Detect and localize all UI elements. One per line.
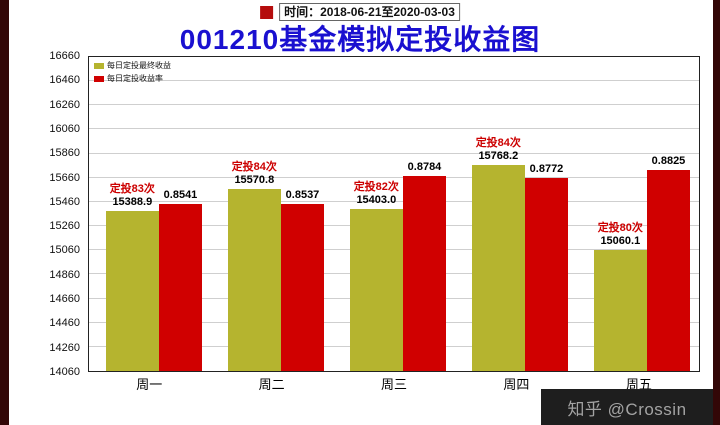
final-return-label: 15060.1: [600, 235, 641, 248]
bar-return-rate: [280, 204, 325, 371]
bar-chart: 14060 14260 14460 14660 14860 15060 15260 15460…: [42, 50, 704, 392]
legend-swatch-yellow: [94, 62, 104, 69]
gridline: [89, 128, 699, 130]
final-return-label: 15570.8: [234, 173, 275, 186]
time-range-label: 时间：2018-06-21至2020-03-03: [279, 3, 460, 21]
bar-return-rate: [402, 175, 447, 371]
bar-final-return: [106, 210, 159, 371]
gridline: [89, 152, 699, 154]
y-tick-label: 15460: [49, 195, 80, 208]
legend-item-final-return: 每日定投最终收益: [94, 60, 171, 71]
watermark-bar: 知乎 @Crossin: [541, 389, 713, 425]
y-tick-label: 14060: [49, 366, 80, 378]
y-tick-label: 15060: [49, 244, 80, 257]
gridline: [89, 176, 699, 178]
x-tick-label: 周五: [625, 377, 652, 392]
legend: 每日定投最终收益 每日定投收益率: [94, 60, 171, 84]
y-tick-label: 14660: [49, 293, 80, 306]
return-rate-label: 0.8784: [407, 160, 442, 173]
y-tick-label: 15860: [49, 147, 80, 160]
gridline: [89, 104, 699, 106]
bar-final-return: [350, 208, 403, 371]
watermark-text: 知乎 @Crossin: [567, 399, 687, 419]
invest-count-label: 定投83次: [109, 182, 155, 195]
red-square-icon: [260, 5, 274, 19]
y-tick-label: 15260: [49, 220, 80, 233]
bar-group: 定投82次 15403.0 0.8784: [333, 57, 455, 371]
right-edge-strip: [713, 0, 720, 425]
legend-swatch-red: [94, 75, 104, 82]
invest-count-label: 定投84次: [231, 160, 277, 173]
bar-group: 定投83次 15388.9 0.8541: [89, 57, 211, 371]
bar-label-stack: 定投82次 15403.0: [321, 181, 432, 207]
y-tick-label: 16060: [49, 122, 80, 135]
bar-group: 定投80次 15060.1 0.8825: [577, 57, 699, 371]
time-row: 时间：2018-06-21至2020-03-03: [260, 3, 460, 21]
gridline: [89, 200, 699, 202]
bar-label-stack: 定投84次 15768.2: [443, 137, 554, 163]
x-tick-label: 周四: [503, 377, 530, 392]
left-edge-strip: [0, 0, 9, 425]
final-return-label: 15403.0: [356, 193, 397, 206]
bar-group: 定投84次 15570.8 0.8537: [211, 57, 333, 371]
legend-item-return-rate: 每日定投收益率: [94, 73, 171, 84]
invest-count-label: 定投80次: [597, 222, 643, 235]
return-rate-label: 0.8537: [285, 189, 320, 202]
bar-return-rate: [646, 170, 691, 371]
plot-area: 每日定投最终收益 每日定投收益率 定投83次 15388.9 0.8541 定投84次…: [88, 56, 700, 372]
y-tick-label: 16660: [49, 50, 80, 62]
bar-return-rate: [158, 203, 203, 371]
y-tick-label: 14460: [49, 317, 80, 330]
return-rate-label: 0.8772: [529, 162, 564, 175]
final-return-label: 15768.2: [478, 149, 519, 162]
x-tick-label: 周三: [381, 377, 408, 392]
final-return-label: 15388.9: [112, 195, 153, 208]
y-tick-label: 16460: [49, 74, 80, 87]
bar-label-stack: 定投80次 15060.1: [565, 222, 676, 248]
bar-final-return: [594, 250, 647, 371]
invest-count-label: 定投84次: [475, 136, 521, 149]
return-rate-label: 0.8541: [163, 188, 198, 201]
bar-return-rate: [524, 177, 569, 371]
y-tick-label: 14260: [49, 341, 80, 354]
x-axis: 周一 周二 周三 周四 周五: [88, 374, 700, 392]
x-tick-label: 周二: [258, 377, 285, 392]
bar-label-stack: 定投84次 15570.8: [199, 161, 310, 187]
legend-label-final-return: 每日定投最终收益: [107, 61, 171, 70]
y-tick-label: 15660: [49, 171, 80, 184]
bar-final-return: [472, 164, 525, 371]
return-rate-label: 0.8825: [651, 155, 686, 168]
y-tick-label: 14860: [49, 268, 80, 281]
bar-final-return: [228, 188, 281, 371]
y-tick-label: 16260: [49, 98, 80, 111]
gridline: [89, 80, 699, 82]
invest-count-label: 定投82次: [353, 180, 399, 193]
bar-label-stack: 定投83次 15388.9: [77, 183, 188, 209]
chart-title: 001210基金模拟定投收益图: [179, 24, 541, 55]
y-axis: 14060 14260 14460 14660 14860 15060 15260 15460…: [42, 50, 86, 378]
bar-group: 定投84次 15768.2 0.8772: [455, 57, 577, 371]
legend-label-return-rate: 每日定投收益率: [107, 74, 163, 83]
x-tick-label: 周一: [136, 377, 163, 392]
